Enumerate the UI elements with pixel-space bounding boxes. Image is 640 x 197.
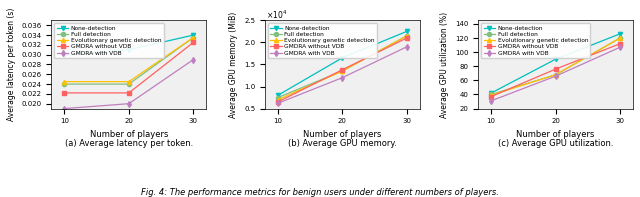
Text: $\times10^4$: $\times10^4$ [266,8,287,21]
Full detection [403,35,411,37]
None-detection [487,92,495,94]
Evolutionary genetic detection [125,80,132,83]
Full detection [339,70,346,72]
Line: None-detection: None-detection [276,29,409,98]
GMDRA with VDB [552,75,559,77]
Full detection [125,83,132,85]
None-detection [552,58,559,60]
None-detection [403,30,411,33]
GMDRA with VDB [61,107,68,110]
GMDRA with VDB [487,100,495,102]
None-detection [274,94,282,97]
GMDRA without VDB [61,92,68,94]
None-detection [61,54,68,56]
Title: (a) Average latency per token.: (a) Average latency per token. [65,139,193,148]
Line: Full detection: Full detection [62,35,195,86]
Line: GMDRA without VDB: GMDRA without VDB [62,40,195,95]
GMDRA with VDB [189,58,197,61]
GMDRA without VDB [189,41,197,44]
GMDRA without VDB [125,92,132,94]
None-detection [616,33,624,35]
Title: (b) Average GPU memory.: (b) Average GPU memory. [288,139,397,148]
GMDRA with VDB [274,102,282,104]
Y-axis label: Average GPU utilization (%): Average GPU utilization (%) [440,11,449,118]
Line: Evolutionary genetic detection: Evolutionary genetic detection [489,36,622,97]
Line: Evolutionary genetic detection: Evolutionary genetic detection [62,35,195,84]
Full detection [274,96,282,99]
None-detection [339,57,346,59]
Legend: None-detection, Full detection, Evolutionary genetic detection, GMDRA without VD: None-detection, Full detection, Evolutio… [54,23,164,58]
Evolutionary genetic detection [274,98,282,101]
Line: GMDRA without VDB: GMDRA without VDB [276,36,409,104]
Full detection [487,93,495,96]
X-axis label: Number of players: Number of players [516,130,595,139]
None-detection [189,34,197,36]
Evolutionary genetic detection [552,73,559,76]
Legend: None-detection, Full detection, Evolutionary genetic detection, GMDRA without VD: None-detection, Full detection, Evolutio… [268,23,377,58]
Line: Full detection: Full detection [276,34,409,100]
Evolutionary genetic detection [616,37,624,39]
Full detection [61,83,68,85]
Full detection [616,37,624,39]
GMDRA with VDB [125,102,132,105]
Legend: None-detection, Full detection, Evolutionary genetic detection, GMDRA without VD: None-detection, Full detection, Evolutio… [481,23,590,58]
Line: GMDRA without VDB: GMDRA without VDB [489,42,622,99]
Full detection [552,73,559,76]
X-axis label: Number of players: Number of players [90,130,168,139]
Evolutionary genetic detection [339,70,346,72]
Line: None-detection: None-detection [489,32,622,95]
GMDRA without VDB [616,43,624,45]
GMDRA without VDB [403,37,411,39]
GMDRA with VDB [403,46,411,48]
Title: (c) Average GPU utilization.: (c) Average GPU utilization. [498,139,613,148]
Line: GMDRA with VDB: GMDRA with VDB [62,58,195,111]
GMDRA with VDB [339,76,346,79]
Evolutionary genetic detection [487,94,495,96]
GMDRA without VDB [487,95,495,98]
Y-axis label: Average latency per token (s): Average latency per token (s) [7,8,16,121]
Evolutionary genetic detection [403,35,411,37]
GMDRA without VDB [274,101,282,103]
None-detection [125,49,132,51]
GMDRA without VDB [339,69,346,71]
GMDRA without VDB [552,68,559,70]
Y-axis label: Average GPU memory (MiB): Average GPU memory (MiB) [229,11,238,118]
Line: Full detection: Full detection [489,36,622,97]
Evolutionary genetic detection [189,36,197,39]
Line: GMDRA with VDB: GMDRA with VDB [489,45,622,103]
Evolutionary genetic detection [61,80,68,83]
Text: Fig. 4: The performance metrics for benign users under different numbers of play: Fig. 4: The performance metrics for beni… [141,188,499,197]
Full detection [189,36,197,39]
Line: GMDRA with VDB: GMDRA with VDB [276,45,409,105]
Line: None-detection: None-detection [62,33,195,57]
Line: Evolutionary genetic detection: Evolutionary genetic detection [276,34,409,102]
GMDRA with VDB [616,46,624,48]
X-axis label: Number of players: Number of players [303,130,381,139]
